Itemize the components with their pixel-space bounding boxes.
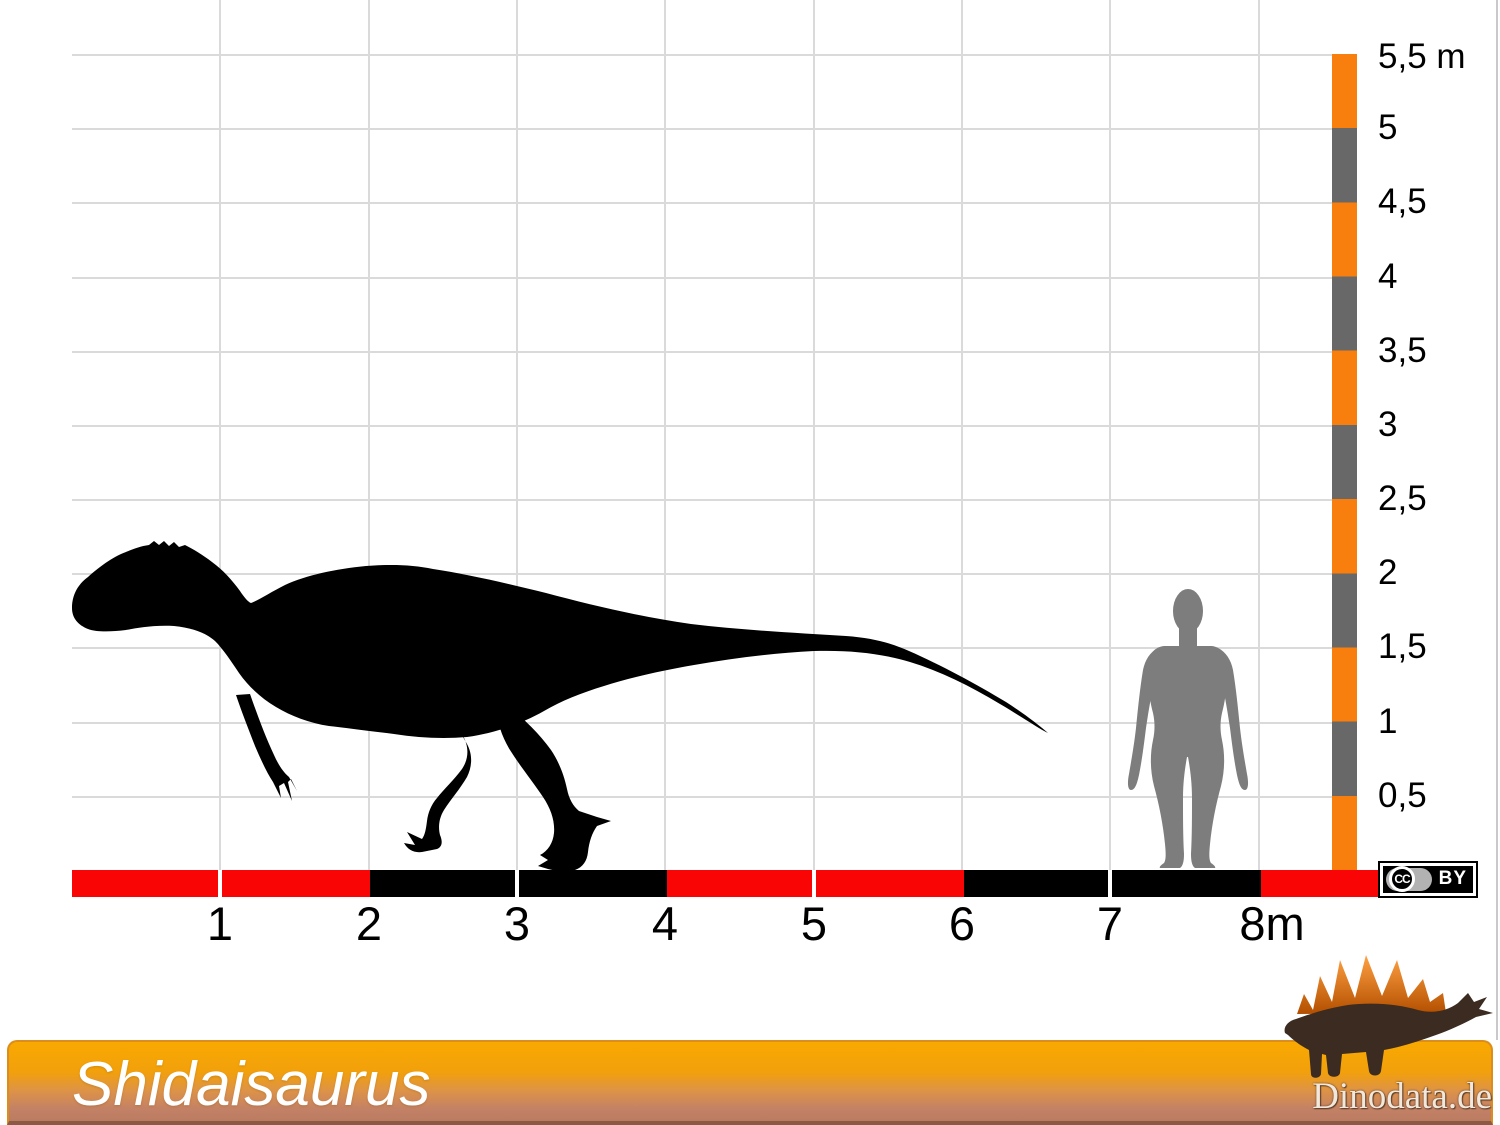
cc-logo-icon: CC: [1389, 866, 1415, 892]
gridline-horizontal: [72, 277, 1357, 279]
scale-tick-1m: [218, 870, 222, 897]
dinosaur-near-leg: [497, 702, 611, 872]
gridline-vertical: [219, 0, 221, 870]
x-axis-label-2m: 2: [355, 897, 383, 950]
y-axis-label-4-5m: 4,5: [1378, 182, 1427, 221]
stegosaurus-logo: [1284, 955, 1493, 1078]
x-axis-label-7m: 7: [1096, 897, 1124, 950]
gridline-horizontal: [72, 202, 1357, 204]
dinosaur-silhouette: [72, 541, 1048, 872]
scale-tick-3m: [515, 870, 519, 897]
human-silhouette: [1127, 589, 1249, 868]
human-neck: [1179, 626, 1197, 652]
gridline-vertical: [516, 0, 518, 870]
footer-band: [7, 1040, 1493, 1125]
gridline-horizontal: [72, 796, 1357, 798]
gridline-vertical: [1258, 0, 1260, 870]
slide-right-border: [1496, 0, 1498, 1040]
y-axis-label-1-5m: 1,5: [1378, 627, 1427, 666]
gridline-horizontal: [72, 128, 1357, 130]
gridline-vertical: [961, 0, 963, 870]
x-axis-label-5m: 5: [800, 897, 828, 950]
gridline-vertical: [813, 0, 815, 870]
gridline-horizontal: [72, 722, 1357, 724]
y-axis-label-5m: 5: [1378, 108, 1398, 147]
dinosaur-body: [72, 541, 1048, 738]
human-torso-legs: [1148, 646, 1227, 868]
gridline-horizontal: [72, 499, 1357, 501]
y-axis-label-2m: 2: [1378, 553, 1398, 592]
gridline-horizontal: [72, 351, 1357, 353]
x-axis-label-6m: 6: [948, 897, 976, 950]
gridline-horizontal: [72, 573, 1357, 575]
y-axis-label-4m: 4: [1378, 257, 1398, 296]
human-right-arm: [1216, 648, 1249, 790]
human-head: [1173, 589, 1203, 633]
y-axis-label-3-5m: 3,5: [1378, 331, 1427, 370]
x-axis-label-8m: 8m: [1239, 897, 1305, 950]
y-axis-label-2-5m: 2,5: [1378, 479, 1427, 518]
scale-tick-7m: [1108, 870, 1112, 897]
x-axis-label-1m: 1: [206, 897, 234, 950]
x-axis-label-3m: 3: [503, 897, 531, 950]
gridline-vertical: [1109, 0, 1111, 870]
x-axis-label-4m: 4: [651, 897, 679, 950]
gridline-horizontal: [72, 54, 1357, 56]
dinosaur-far-leg: [404, 698, 472, 853]
scale-tick-5m: [812, 870, 816, 897]
y-axis-label-5-5m: 5,5 m: [1378, 37, 1466, 76]
stegosaurus-body: [1284, 993, 1493, 1078]
cc-by-license-badge[interactable]: CC BY: [1378, 861, 1478, 898]
human-left-arm: [1127, 648, 1160, 790]
y-axis-label-0-5m: 0,5: [1378, 776, 1427, 815]
dinosaur-arm: [236, 694, 297, 801]
stegosaurus-plates: [1297, 955, 1446, 1014]
page-title: Shidaisaurus: [72, 1050, 431, 1119]
horizontal-scale-bar: [72, 870, 1478, 897]
brand-link[interactable]: Dinodata.de: [1312, 1076, 1492, 1117]
y-axis-label-3m: 3: [1378, 405, 1398, 444]
gridline-vertical: [664, 0, 666, 870]
cc-by-label: BY: [1438, 868, 1467, 889]
gridline-horizontal: [72, 425, 1357, 427]
y-axis-label-1m: 1: [1378, 702, 1398, 741]
vertical-scale-bar: [1332, 54, 1357, 870]
gridline-vertical: [368, 0, 370, 870]
